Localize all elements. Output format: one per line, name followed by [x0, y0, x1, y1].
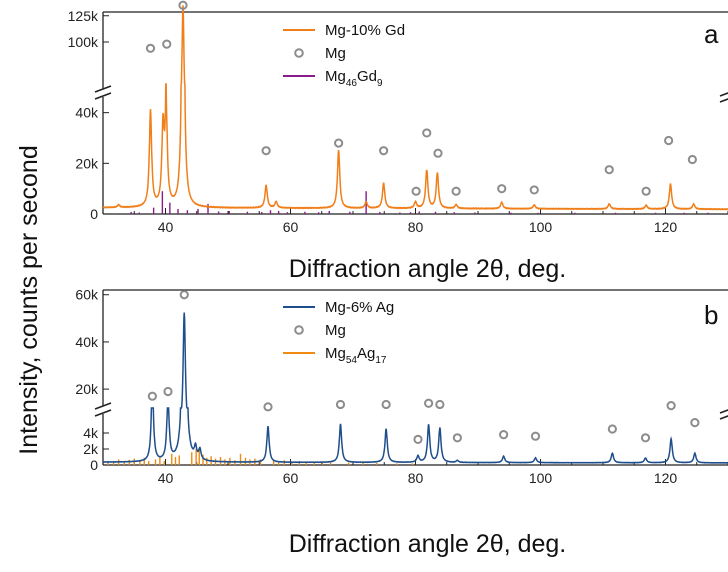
x-tick-label: 60 [283, 470, 299, 486]
x-tick-label: 120 [654, 470, 678, 486]
legend-label: Mg-10% Gd [325, 22, 405, 39]
mg-peak-marker [413, 434, 423, 444]
y-tick-label: 100k [68, 34, 99, 50]
mg-peak-marker [379, 146, 389, 156]
legend-label: Mg46Gd9 [325, 68, 383, 89]
mg-peak-marker [179, 290, 189, 300]
mg-peak-marker [664, 135, 674, 146]
x-tick-label: 100 [529, 219, 553, 235]
mg-peak-marker [178, 0, 188, 10]
legend-label: Mg [325, 45, 346, 62]
mg-peak-marker [435, 399, 445, 410]
axis-break-mark [94, 402, 112, 417]
x-axis-label: Diffraction angle 2θ, deg. [289, 255, 567, 283]
mg-peak-marker [687, 154, 697, 165]
mg-peak-marker [261, 146, 271, 156]
legend: Mg-6% Ag Mg Mg54Ag17 [283, 299, 394, 366]
y-tick-label: 20k [75, 381, 99, 397]
mg-peak-marker [607, 424, 617, 434]
mg-peak-marker [452, 433, 462, 443]
y-tick-label: 40k [75, 105, 99, 121]
y-tick-label: 20k [75, 155, 99, 171]
mg-peak-marker [529, 185, 539, 195]
x-tick-label: 80 [408, 470, 424, 486]
mg-peak-marker [690, 418, 700, 428]
y-tick-label: 2k [83, 441, 99, 457]
mg-peak-marker [424, 398, 434, 408]
mg-peak-marker [666, 401, 676, 411]
legend: Mg-10% Gd Mg Mg46Gd9 [283, 22, 405, 89]
mg-peak-marker [641, 186, 651, 196]
x-tick-label: 60 [283, 219, 299, 235]
mg-peak-marker [147, 391, 157, 401]
panel-letter: b [704, 300, 718, 330]
mg-peak-marker [497, 184, 507, 194]
mg-peak-marker [499, 430, 509, 440]
axis-break-mark [94, 85, 112, 100]
legend-label: Mg54Ag17 [325, 345, 387, 366]
x-tick-label: 120 [654, 219, 678, 235]
y-tick-label: 0 [90, 206, 98, 222]
axis-break-mark-right [719, 92, 728, 103]
mg-peak-marker [451, 186, 461, 196]
y-tick-label: 60k [75, 287, 99, 303]
x-tick-label: 100 [529, 470, 553, 486]
y-tick-label: 40k [75, 334, 99, 350]
mg-peak-marker [530, 431, 541, 441]
x-axis-label: Diffraction angle 2θ, deg. [289, 530, 567, 558]
panel-a-chart: 40 60 80 100 120 100k 125k 0 20k 40k Diffraction a… [68, 0, 728, 283]
mg-peak-marker [334, 138, 344, 148]
y-axis-label: Intensity, counts per second [15, 145, 43, 454]
panel-letter: a [704, 19, 719, 49]
mg-peak-marker [145, 43, 156, 53]
pattern-line [102, 312, 728, 464]
mg-peak-marker [162, 39, 172, 49]
x-tick-label: 40 [158, 219, 174, 235]
mg-peak-marker [381, 399, 391, 410]
legend-label: Mg-6% Ag [325, 299, 394, 316]
mg-peak-marker [335, 399, 346, 410]
mg-peak-marker [263, 402, 273, 412]
pattern-line [102, 5, 728, 211]
legend-swatch-circle [294, 48, 304, 58]
mg-peak-marker [422, 128, 432, 138]
legend-label: Mg [325, 322, 346, 339]
axis-break-mark-right [719, 409, 728, 420]
y-tick-label: 0 [90, 457, 98, 473]
legend-swatch-circle [294, 325, 304, 335]
mg-peak-marker [163, 386, 173, 397]
y-tick-label: 125k [68, 8, 99, 24]
mg-peak-marker [640, 433, 651, 443]
mg-peak-marker [411, 186, 421, 196]
mg-peak-marker [433, 148, 443, 158]
x-tick-label: 40 [158, 470, 174, 486]
mg-peak-marker [604, 165, 614, 175]
x-tick-label: 80 [408, 219, 424, 235]
y-tick-label: 4k [83, 425, 99, 441]
